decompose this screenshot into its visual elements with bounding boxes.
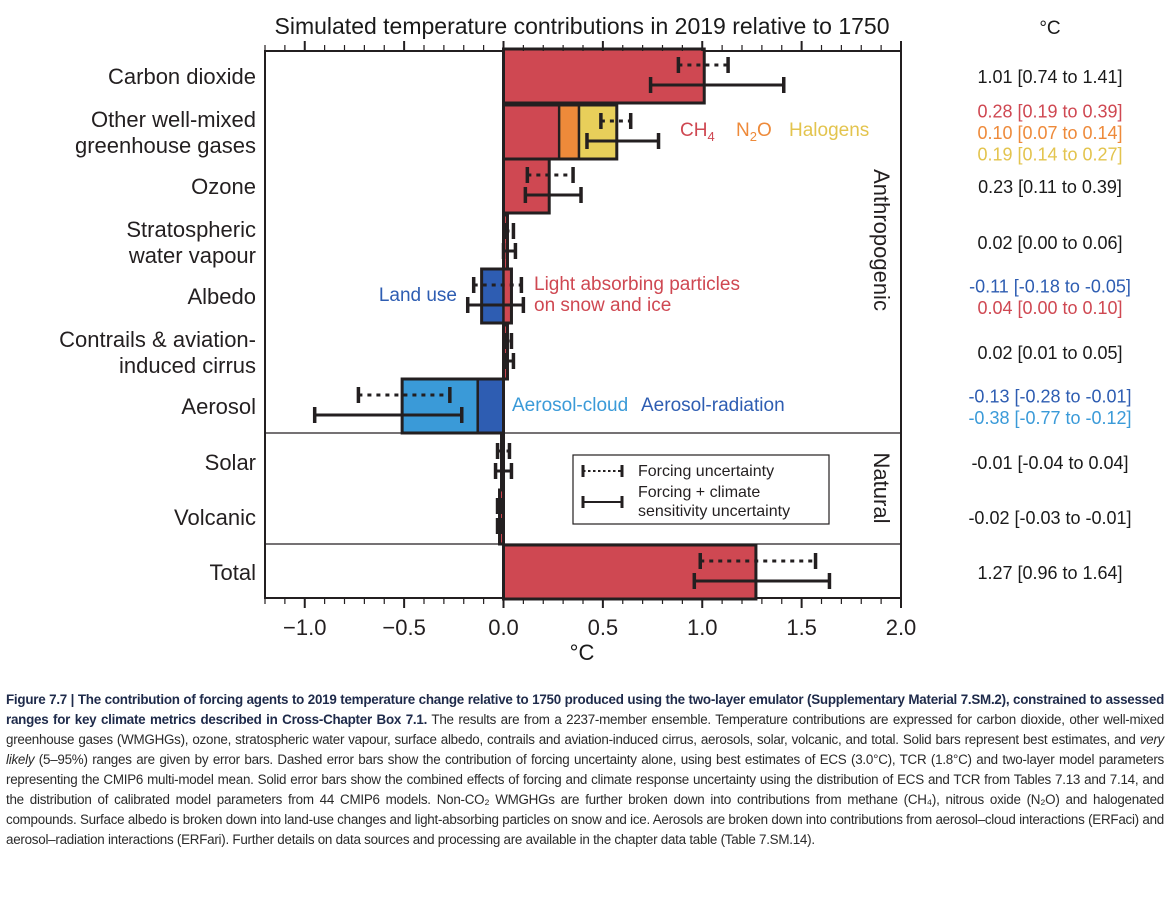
value-label: 0.10 [0.07 to 0.14] — [977, 123, 1122, 143]
x-axis-tick-labels: −1.0 −0.5 0.0 0.5 1.0 1.5 2.0 — [283, 615, 916, 640]
bar-outline — [480, 267, 513, 325]
category-label: Total — [210, 560, 256, 585]
category-label: Volcanic — [174, 505, 256, 530]
value-label: -0.02 [-0.03 to -0.01] — [968, 508, 1131, 528]
bar-segment — [400, 377, 479, 435]
caption-text-1: The results are from a 2237-member ensem… — [6, 712, 1164, 747]
group-label-natural: Natural — [869, 453, 894, 524]
bar-segment — [480, 267, 505, 325]
caption-italic: very likely — [6, 732, 1164, 767]
bar-segment — [476, 377, 505, 435]
x-axis-label: °C — [570, 640, 595, 665]
bar-outline — [400, 377, 506, 435]
x-tick-label: −0.5 — [382, 615, 425, 640]
category-label: Aerosol — [181, 394, 256, 419]
bar-outline — [502, 103, 619, 161]
value-label: 1.27 [0.96 to 1.64] — [977, 563, 1122, 583]
bar-outline — [502, 157, 551, 215]
figure-caption: Figure 7.7 | The contribution of forcing… — [6, 690, 1164, 850]
wmghg-gas-label: N2O — [736, 120, 772, 144]
aerosol-radiation-label: Aerosol-radiation — [641, 395, 785, 416]
category-label: Carbon dioxide — [108, 64, 256, 89]
bar-segment — [502, 47, 706, 105]
category-label: greenhouse gases — [75, 133, 256, 158]
value-labels: 1.01 [0.74 to 1.41]0.28 [0.19 to 0.39]0.… — [968, 67, 1131, 583]
category-label: Contrails & aviation- — [59, 327, 256, 352]
category-label: water vapour — [128, 243, 256, 268]
group-labels: Anthropogenic Natural — [869, 169, 894, 523]
x-tick-label: 0.0 — [488, 615, 519, 640]
value-label: -0.11 [-0.18 to -0.05] — [969, 276, 1131, 296]
x-tick-label: 1.5 — [786, 615, 817, 640]
wmghg-gas-label: Halogens — [789, 120, 869, 141]
category-label: Other well-mixed — [91, 107, 256, 132]
x-tick-label: 0.5 — [588, 615, 619, 640]
group-label-anthropogenic: Anthropogenic — [869, 169, 894, 311]
x-axis-ticks — [264, 41, 902, 608]
x-tick-label: −1.0 — [283, 615, 326, 640]
values-column-header: °C — [1039, 18, 1060, 39]
caption-bold-title: Figure 7.7 | The contribution of forcing… — [6, 692, 1164, 727]
bars — [400, 47, 758, 601]
value-label: 0.28 [0.19 to 0.39] — [977, 102, 1122, 122]
light-absorbing-particles-label: Light absorbing particles — [534, 274, 740, 295]
x-tick-label: 2.0 — [886, 615, 917, 640]
value-label: -0.01 [-0.04 to 0.04] — [971, 453, 1128, 473]
bar-segment — [502, 543, 758, 601]
bar-segment — [557, 103, 581, 161]
bar-segment — [502, 103, 561, 161]
value-label: -0.13 [-0.28 to -0.01] — [968, 386, 1131, 406]
caption-text-2: (5–95%) ranges are given by error bars. … — [6, 752, 1164, 847]
legend-box — [572, 454, 830, 525]
bar-outline — [498, 488, 505, 546]
temperature-contribution-chart: Simulated temperature contributions in 2… — [59, 13, 1131, 665]
light-absorbing-particles-label: on snow and ice — [534, 295, 671, 316]
error-bars — [312, 57, 832, 589]
value-label: 0.02 [0.00 to 0.06] — [977, 233, 1122, 253]
bar-annotations: CH4 N2O Halogens Land use Light absorbing pa… — [379, 120, 869, 416]
legend-label-full: Forcing + climate — [638, 484, 760, 501]
category-label: Ozone — [191, 174, 256, 199]
bar-segment — [577, 103, 618, 161]
bar-outline — [500, 433, 506, 491]
x-tick-label: 1.0 — [687, 615, 718, 640]
bar-outline — [502, 323, 509, 381]
legend-label-full: sensitivity uncertainty — [638, 503, 790, 520]
aerosol-cloud-label: Aerosol-cloud — [512, 395, 628, 416]
legend-label-forcing: Forcing uncertainty — [638, 463, 774, 480]
value-label: 0.19 [0.14 to 0.27] — [977, 145, 1122, 165]
category-label: Albedo — [187, 284, 256, 309]
value-label: 1.01 [0.74 to 1.41] — [977, 67, 1122, 87]
category-label: induced cirrus — [119, 353, 256, 378]
value-label: 0.23 [0.11 to 0.39] — [978, 177, 1122, 197]
legend: Forcing uncertainty Forcing + climate sens… — [572, 454, 830, 525]
bar-outline — [502, 543, 758, 601]
category-label: Solar — [205, 450, 256, 475]
land-use-label: Land use — [379, 285, 457, 306]
category-label: Stratospheric — [126, 217, 256, 242]
value-label: -0.38 [-0.77 to -0.12] — [968, 408, 1131, 428]
category-labels: Carbon dioxide Other well-mixedgreenhouse… — [59, 64, 256, 585]
chart-title: Simulated temperature contributions in 2… — [275, 13, 890, 39]
wmghg-gas-label: CH4 — [680, 120, 715, 144]
value-label: 0.04 [0.00 to 0.10] — [977, 298, 1122, 318]
value-label: 0.02 [0.01 to 0.05] — [977, 343, 1122, 363]
